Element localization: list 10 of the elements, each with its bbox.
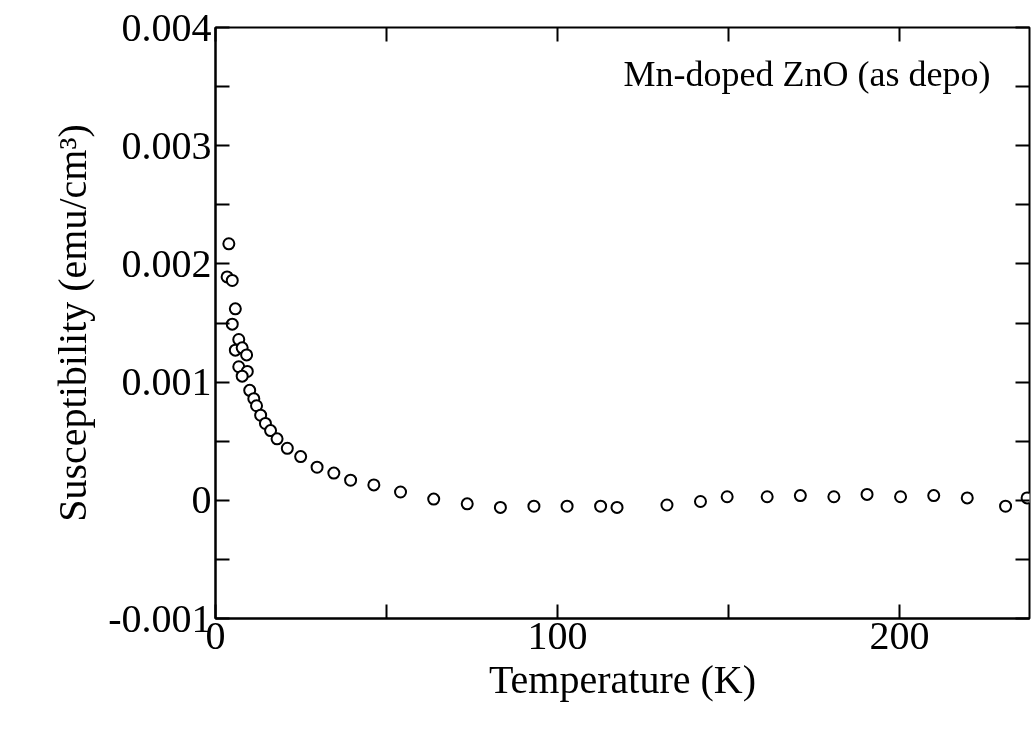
y-axis-title: Susceptibility (emu/cm³) — [50, 124, 96, 522]
x-tick-label: 100 — [527, 612, 588, 658]
y-tick-label: 0.001 — [121, 359, 212, 405]
y-tick-label: 0.003 — [121, 122, 212, 168]
y-tick-label: 0.002 — [121, 240, 212, 286]
x-tick-label: 200 — [869, 612, 930, 658]
y-tick-label: 0 — [191, 477, 212, 523]
x-axis-title: Temperature (K) — [488, 656, 757, 702]
annotation: Mn-doped ZnO (as depo) — [623, 53, 991, 94]
y-tick-label: 0.004 — [121, 4, 212, 50]
